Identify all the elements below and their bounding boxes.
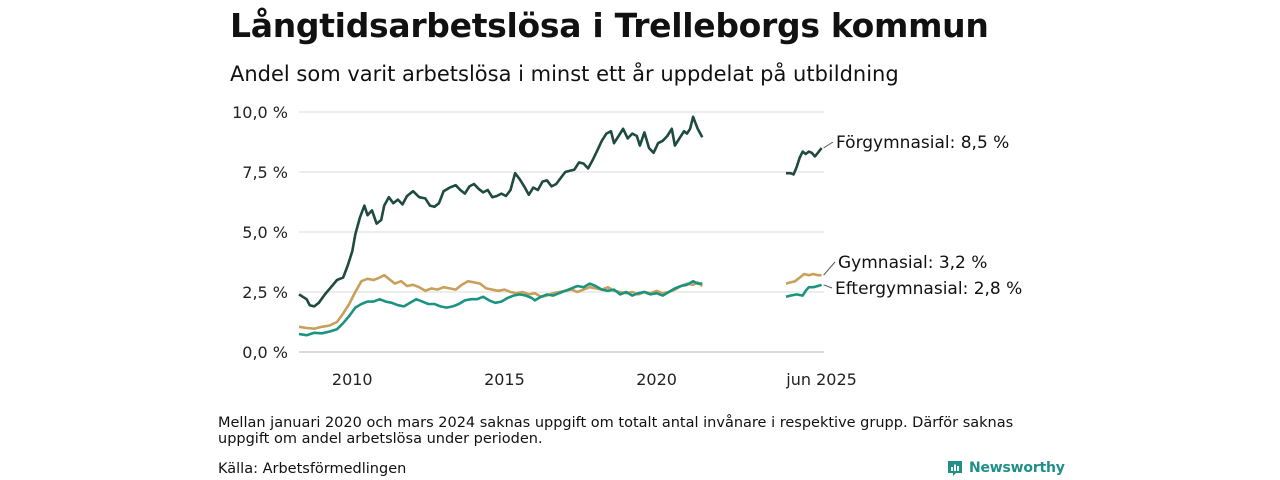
label-leader-line [823,141,834,149]
x-tick-label: 2010 [332,370,373,389]
label-leader-line [823,284,833,289]
source-text: Källa: Arbetsförmedlingen [218,461,407,477]
footnote: Mellan januari 2020 och mars 2024 saknas… [218,415,1014,447]
series-end-label: Eftergymnasial: 2,8 % [835,279,1022,299]
series-line [298,115,704,308]
x-tick-label: jun 2025 [785,370,857,389]
series-line [785,283,823,299]
y-tick-label: 10,0 % [232,103,288,122]
y-axis: 0,0 % 2,5 % 5,0 % 7,5 % 10,0 % [232,103,288,362]
y-tick-label: 5,0 % [242,223,288,242]
newsworthy-logo-icon [948,461,962,476]
chart-subtitle: Andel som varit arbetslösa i minst ett å… [230,62,899,86]
label-leader-line [823,261,836,276]
y-tick-label: 2,5 % [242,283,288,302]
chart-title: Långtidsarbetslösa i Trelleborgs kommun [230,6,989,45]
series-end-label: Förgymnasial: 8,5 % [836,133,1009,153]
series-end-labels: Förgymnasial: 8,5 % Gymnasial: 3,2 % Efter… [823,133,1022,299]
line-chart: 0,0 % 2,5 % 5,0 % 7,5 % 10,0 % 2010 2015 2020 j… [232,103,1022,389]
x-tick-label: 2015 [484,370,525,389]
x-axis: 2010 2015 2020 jun 2025 [332,370,857,389]
series-line [785,272,822,285]
series-lines [298,115,823,337]
series-line [786,147,823,176]
series-line [298,279,703,337]
y-tick-label: 0,0 % [242,343,288,362]
y-tick-label: 7,5 % [242,163,288,182]
grid-lines [299,111,824,353]
x-tick-label: 2020 [636,370,677,389]
brand-name: Newsworthy [969,460,1065,476]
series-end-label: Gymnasial: 3,2 % [838,253,987,273]
newsworthy-logo[interactable]: Newsworthy [946,459,1065,477]
